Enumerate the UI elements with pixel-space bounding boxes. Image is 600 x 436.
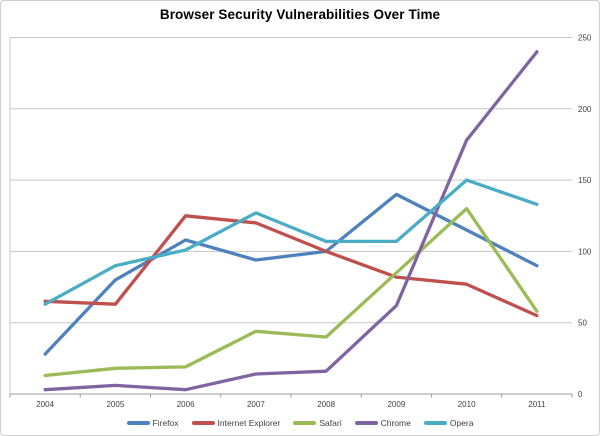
series-line-firefox [43,192,539,356]
legend-marker-internet-explorer [191,421,215,425]
y-axis-label: 100 [578,247,592,256]
chart-legend: Firefox Internet Explorer Safari Chrome Oper… [1,418,599,428]
x-axis-label: 2009 [387,400,405,409]
x-axis-label: 2008 [317,400,335,409]
y-axis-label: 150 [578,176,592,185]
y-axis-label: 0 [578,390,583,399]
x-axis-label: 2004 [36,400,54,409]
series-line-opera [43,178,539,306]
legend-item-chrome: Chrome [354,418,411,428]
legend-label: Internet Explorer [217,418,281,428]
legend-item-internet-explorer: Internet Explorer [191,418,281,428]
y-axis-label: 50 [578,319,587,328]
y-axis-label: 200 [578,105,592,114]
x-axis-label: 2005 [106,400,124,409]
legend-marker-chrome [354,421,378,425]
legend-item-safari: Safari [293,418,342,428]
legend-marker-opera [423,421,447,425]
x-axis-label: 2011 [528,400,546,409]
legend-item-opera: Opera [423,418,474,428]
x-axis-label: 2007 [247,400,265,409]
series-line-safari [43,206,539,378]
x-axis-label: 2006 [177,400,195,409]
chart-title: Browser Security Vulnerabilities Over Ti… [159,7,441,22]
legend-label: Firefox [152,418,179,428]
x-axis-label: 2010 [458,400,476,409]
series-line-chrome [43,50,539,392]
legend-label: Safari [319,418,342,428]
legend-item-firefox: Firefox [126,418,179,428]
legend-label: Opera [449,418,474,428]
series-line-internet-explorer [43,214,539,318]
legend-label: Chrome [380,418,411,428]
legend-marker-firefox [126,421,150,425]
legend-marker-safari [293,421,317,425]
y-axis-label: 250 [578,34,592,43]
